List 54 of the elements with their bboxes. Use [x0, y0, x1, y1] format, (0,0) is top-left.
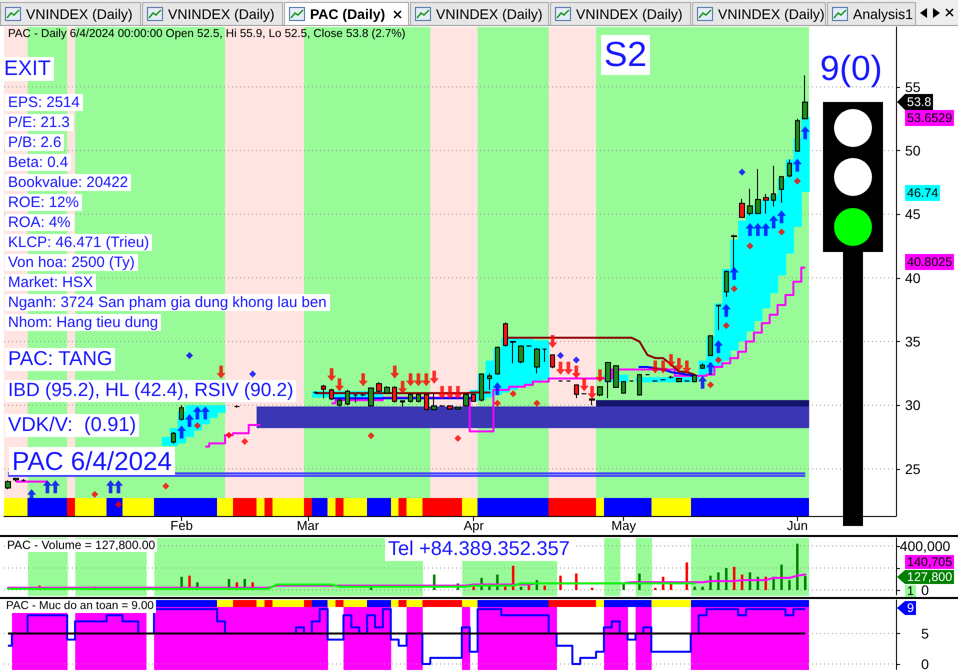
annotation: S2 [601, 35, 650, 76]
y-tick-label: 5 [921, 626, 930, 642]
text: 127,800 [905, 570, 954, 584]
annotation: Tel +84.389.352.357 [385, 538, 573, 561]
y-tick-label: 400,000 [900, 538, 951, 554]
annotation: P/E: 21.3 [5, 114, 73, 132]
text: Analysis1 [853, 6, 913, 22]
annotation: EPS: 2514 [5, 94, 83, 112]
x-tick-label: Feb [170, 518, 193, 533]
text: VNINDEX (Daily) [576, 6, 683, 22]
y-tick-label: 35 [905, 334, 921, 350]
x-tick-label: Jun [786, 518, 808, 533]
annotation: EXIT [1, 57, 54, 82]
annotation: ROA: 4% [5, 214, 74, 232]
annotation: Von hoa: 2500 (Ty) [5, 254, 138, 272]
y-tick-label: 25 [905, 460, 921, 477]
text: VNINDEX (Daily) [168, 6, 275, 22]
text: 40.8025 [905, 254, 954, 270]
text: 46.74 [905, 185, 940, 201]
y-tick-label: 55 [905, 78, 921, 95]
text: 53.8 [905, 94, 934, 110]
text: 1 [905, 584, 916, 598]
y-tick-label: 30 [905, 397, 921, 414]
annotation: PAC: TANG [5, 348, 116, 371]
x-tick-label: Apr [464, 518, 484, 533]
annotation: ROE: 12% [5, 194, 82, 212]
annotation: PAC 6/4/2024 [9, 446, 175, 476]
text: VNINDEX (Daily) [26, 6, 133, 22]
y-tick-label: 50 [905, 142, 921, 159]
annotation: Nhom: Hang tieu dung [5, 314, 162, 332]
chart-title: PAC - Daily 6/4/2024 00:00:00 Open 52.5, Hi 55.9, Lo 52.5, Close 53.8 (2.7%) [7, 28, 406, 41]
text: VNINDEX (Daily) [718, 6, 825, 22]
y-tick-label: 45 [905, 206, 921, 222]
y-tick-label: 0 [921, 582, 930, 598]
y-tick-label: 40 [905, 270, 921, 286]
y-tick-label: 0 [921, 656, 930, 671]
chart-title: PAC - Muc do an toan = 9.00 [4, 600, 156, 613]
annotation: IBD (95.2), HL (42.4), RSIV (90.2) [5, 380, 296, 402]
text: 140,705 [905, 555, 954, 569]
annotation: P/B: 2.6 [5, 134, 64, 152]
annotation: Nganh: 3724 San pham gia dung khong lau ben [5, 294, 330, 312]
text: 53.6529 [905, 110, 954, 126]
chart-title: PAC - Volume = 127,800.00 [5, 538, 158, 552]
annotation: Beta: 0.4 [5, 154, 72, 172]
x-tick-label: May [611, 518, 636, 533]
text: PAC (Daily) [310, 6, 386, 22]
annotation: Market: HSX [5, 274, 96, 292]
annotation: VDK/V: (0.91) [5, 414, 140, 437]
text: VNINDEX (Daily) [436, 6, 543, 22]
text: 9 [905, 601, 916, 615]
annotation: Bookvalue: 20422 [5, 174, 132, 192]
annotation: 9(0) [819, 49, 884, 90]
annotation: KLCP: 46.471 (Trieu) [5, 234, 152, 252]
x-tick-label: Mar [296, 518, 320, 533]
